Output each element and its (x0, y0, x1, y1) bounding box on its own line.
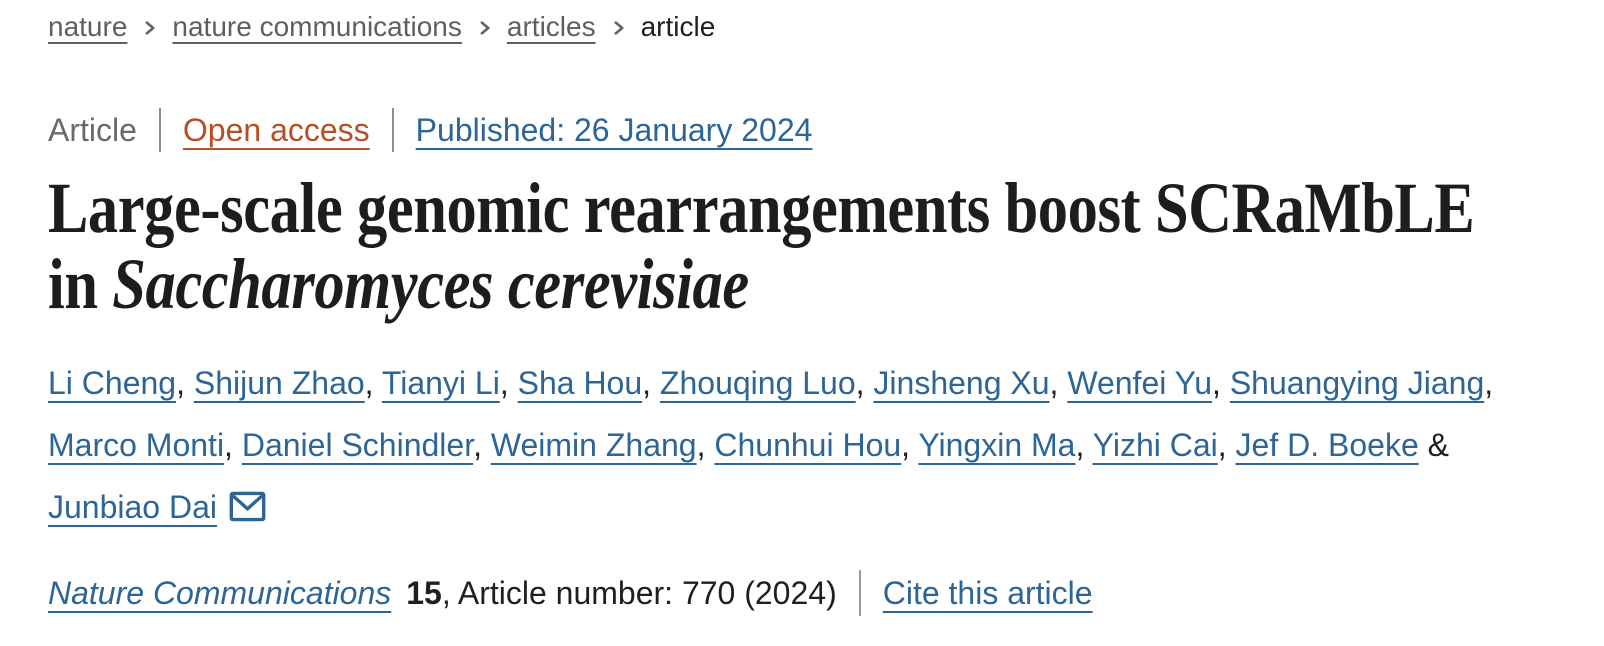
article-title: Large-scale genomic rearrangements boost… (48, 170, 1526, 322)
separator-bar (391, 108, 394, 152)
author-link[interactable]: Weimin Zhang (490, 427, 697, 463)
title-line-2: in Saccharomyces cerevisiae (48, 246, 1526, 322)
author-link-corresponding[interactable]: Junbiao Dai (48, 489, 217, 525)
envelope-icon[interactable] (229, 491, 266, 522)
author-link[interactable]: Sha Hou (517, 365, 643, 401)
author-separator: , (901, 427, 911, 463)
author-link[interactable]: Daniel Schindler (241, 427, 474, 463)
author-separator: , (696, 427, 706, 463)
article-number-text: , Article number: 770 (2024) (441, 575, 837, 611)
volume-number: 15 (406, 575, 442, 611)
author-list: Li Cheng, Shijun Zhao, Tianyi Li, Sha Ho… (48, 352, 1548, 538)
author-link[interactable]: Yizhi Cai (1092, 427, 1218, 463)
cite-this-article-link[interactable]: Cite this article (882, 575, 1093, 611)
author-link[interactable]: Tianyi Li (381, 365, 500, 401)
author-separator: , (1075, 427, 1085, 463)
breadcrumb-link-articles[interactable]: articles (506, 11, 596, 42)
published-date-link[interactable]: Published: 26 January 2024 (415, 112, 813, 148)
title-line-2-prefix: in (48, 244, 98, 324)
article-type-label: Article (48, 112, 137, 148)
author-link[interactable]: Zhouqing Luo (659, 365, 856, 401)
author-separator: , (1049, 365, 1059, 401)
breadcrumb-link-nature-communications[interactable]: nature communications (172, 11, 462, 42)
author-separator: , (642, 365, 652, 401)
separator-bar (858, 570, 861, 616)
article-meta-row: Article Open access Published: 26 Januar… (48, 108, 1556, 152)
author-separator: , (176, 365, 185, 401)
author-link[interactable]: Yingxin Ma (918, 427, 1076, 463)
author-link[interactable]: Jinsheng Xu (873, 365, 1050, 401)
chevron-right-icon (614, 21, 624, 35)
author-separator: , (473, 427, 482, 463)
author-separator: , (224, 427, 233, 463)
breadcrumb: nature nature communications articles ar… (48, 10, 1556, 44)
ampersand: & (1427, 427, 1449, 463)
chevron-right-icon (480, 21, 490, 35)
author-separator: , (364, 365, 374, 401)
title-line-1: Large-scale genomic rearrangements boost… (48, 168, 1475, 248)
author-separator: , (1217, 427, 1227, 463)
author-link[interactable]: Shuangying Jiang (1229, 365, 1485, 401)
author-separator: , (1484, 365, 1494, 401)
author-link[interactable]: Jef D. Boeke (1235, 427, 1419, 463)
author-link[interactable]: Wenfei Yu (1067, 365, 1213, 401)
breadcrumb-current-article: article (640, 11, 716, 42)
author-link[interactable]: Marco Monti (48, 427, 225, 463)
author-link[interactable]: Li Cheng (48, 365, 177, 401)
breadcrumb-link-nature[interactable]: nature (48, 11, 128, 42)
citation-row: Nature Communications 15 , Article numbe… (48, 570, 1556, 616)
author-link[interactable]: Chunhui Hou (714, 427, 902, 463)
author-separator: , (855, 365, 865, 401)
journal-link[interactable]: Nature Communications (48, 575, 392, 611)
author-separator: , (499, 365, 509, 401)
article-header-page: nature nature communications articles ar… (48, 10, 1556, 616)
species-name-italic: Saccharomyces cerevisiae (112, 244, 749, 324)
open-access-link[interactable]: Open access (182, 112, 370, 148)
author-separator: , (1212, 365, 1221, 401)
author-link[interactable]: Shijun Zhao (193, 365, 365, 401)
chevron-right-icon (145, 21, 155, 35)
separator-bar (158, 108, 161, 152)
